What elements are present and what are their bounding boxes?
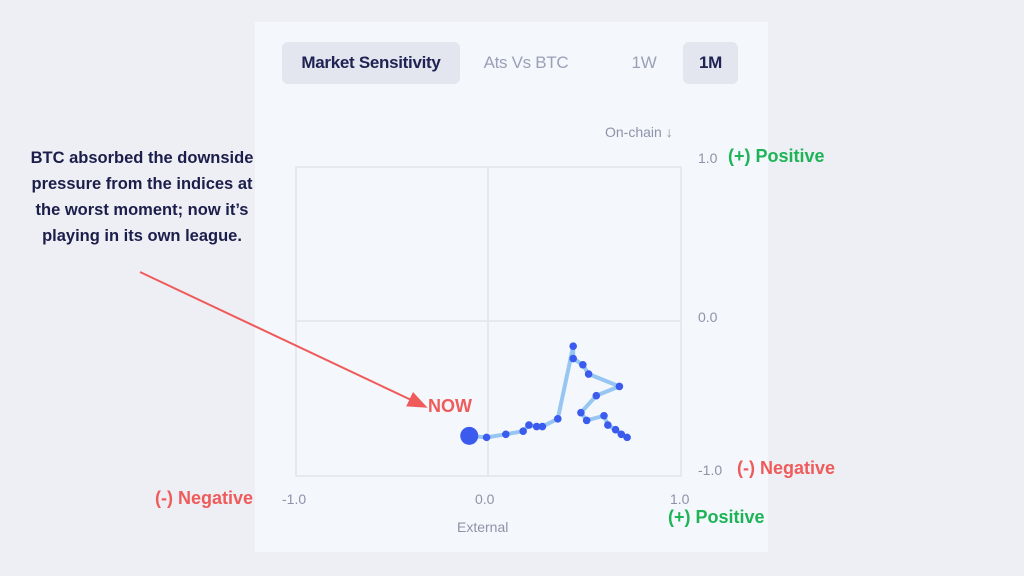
data-point bbox=[611, 425, 620, 434]
data-point bbox=[519, 427, 527, 435]
y-positive-note: (+) Positive bbox=[728, 146, 825, 166]
data-point bbox=[617, 430, 626, 439]
x-axis-title: External bbox=[457, 519, 509, 535]
y-negative-note: (-) Negative bbox=[737, 458, 836, 478]
data-point bbox=[482, 433, 491, 442]
x-positive-note: (+) Positive bbox=[668, 507, 765, 527]
data-point bbox=[592, 391, 601, 400]
now-label: NOW bbox=[428, 396, 472, 416]
y-axis-title: On-chain ↓ bbox=[605, 124, 673, 140]
data-point bbox=[554, 415, 562, 423]
data-point bbox=[532, 422, 541, 431]
data-point bbox=[502, 430, 510, 439]
data-point bbox=[584, 370, 593, 378]
x-tick-right: 1.0 bbox=[670, 491, 690, 507]
data-point bbox=[569, 342, 577, 351]
trajectory-series bbox=[460, 342, 631, 445]
data-point bbox=[582, 416, 591, 425]
data-point bbox=[569, 354, 577, 363]
y-tick-bottom: -1.0 bbox=[698, 462, 723, 478]
annotation-arrow bbox=[139, 271, 428, 408]
y-tick-top: 1.0 bbox=[698, 150, 718, 166]
y-tick-mid: 0.0 bbox=[698, 309, 718, 325]
data-point bbox=[615, 382, 624, 391]
data-point bbox=[604, 421, 612, 429]
data-point bbox=[525, 421, 533, 429]
x-tick-left: -1.0 bbox=[282, 491, 307, 507]
x-tick-mid: 0.0 bbox=[475, 491, 495, 507]
tab-period-1m[interactable]: 1M bbox=[683, 42, 738, 84]
data-point bbox=[579, 360, 587, 369]
x-negative-note: (-) Negative bbox=[155, 488, 254, 508]
current-point bbox=[460, 426, 479, 445]
data-point bbox=[577, 408, 585, 417]
tab-ats-vs-btc[interactable]: Ats Vs BTC bbox=[483, 53, 569, 72]
data-point bbox=[538, 422, 547, 431]
tab-period-1w[interactable]: 1W bbox=[631, 53, 657, 72]
tab-market-sensitivity[interactable]: Market Sensitivity bbox=[282, 42, 460, 84]
annotation-text: BTC absorbed the downside pressure from … bbox=[30, 149, 254, 245]
data-point bbox=[623, 433, 631, 442]
data-point bbox=[600, 411, 608, 420]
